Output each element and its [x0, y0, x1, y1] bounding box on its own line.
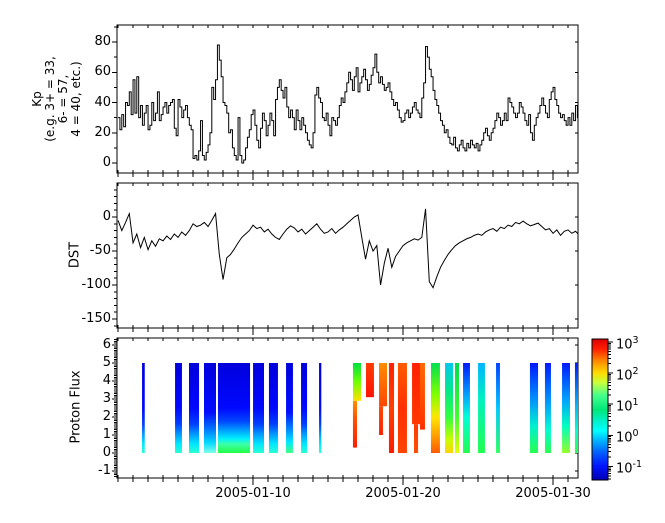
kp-ytick-label: 20 [94, 124, 111, 140]
colorbar-tick-label: 102 [616, 366, 639, 384]
x-tick-label: 2005-01-20 [365, 486, 441, 501]
kp-ytick-label: 0 [102, 155, 111, 170]
proton-ytick-label: -1 [98, 463, 111, 478]
proton-ytick-label: 0 [102, 445, 111, 460]
dst-ytick-label: 0 [102, 209, 111, 224]
proton-ytick-label: 2 [102, 409, 111, 424]
colorbar-tick-label: 101 [616, 397, 639, 415]
proton-ytick-label: 1 [102, 427, 111, 442]
kp-ytick-label: 40 [94, 94, 111, 110]
proton-ytick-label: 3 [102, 391, 111, 406]
proton-ytick-label: 5 [102, 355, 111, 370]
dst-ytick-label: -100 [81, 277, 111, 292]
proton-ytick-label: 4 [102, 373, 111, 388]
x-tick-label: 2005-01-30 [515, 486, 591, 501]
kp-ytick-label: 80 [94, 34, 111, 49]
proton-ytick-label: 6 [102, 337, 111, 352]
x-tick-label: 2005-01-10 [215, 486, 291, 501]
colorbar-tick-label: 103 [616, 335, 639, 353]
kp-ytick-label: 60 [94, 64, 111, 80]
dst-ytick-label: -50 [89, 243, 111, 258]
colorbar-tick-label: 100 [616, 428, 639, 446]
colorbar-tick-label: 10-1 [616, 459, 643, 477]
dst-ytick-label: -150 [81, 311, 111, 326]
